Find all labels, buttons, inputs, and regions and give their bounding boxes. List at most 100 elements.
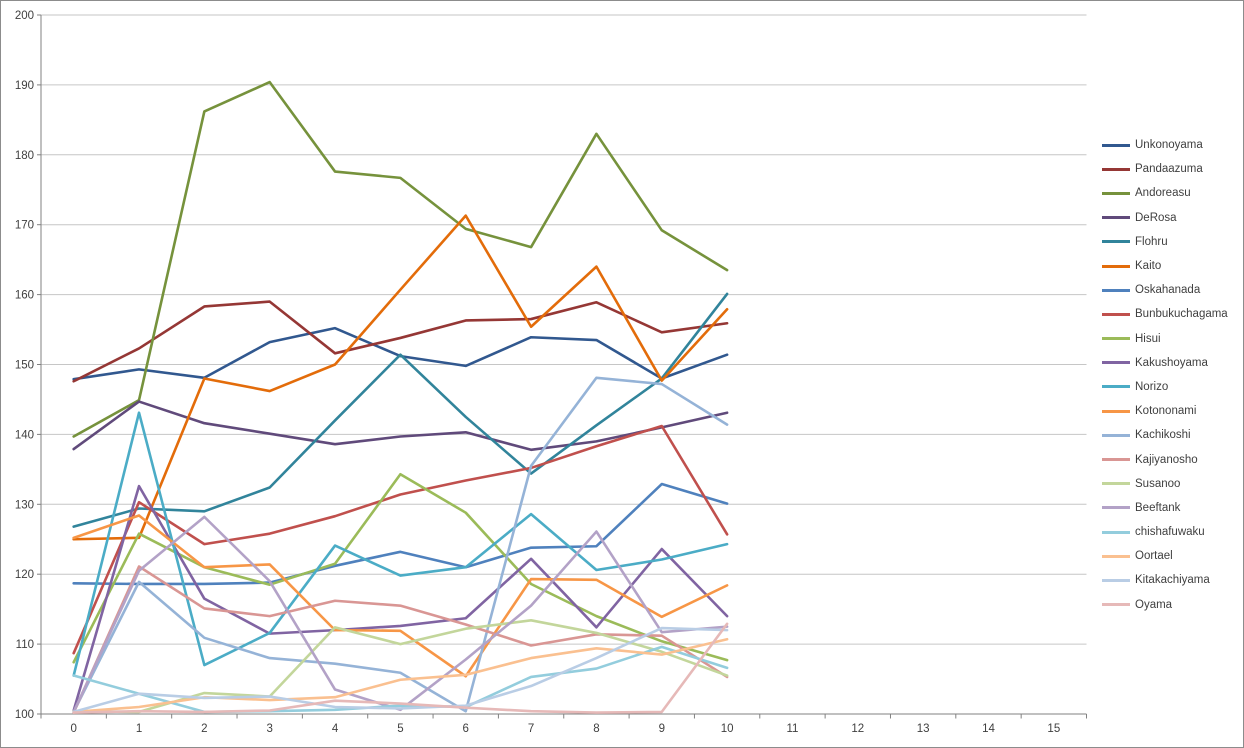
y-axis-label: 170 — [15, 220, 34, 232]
legend-label: Beeftank — [1135, 501, 1181, 514]
legend-label: Kajiyanosho — [1135, 453, 1198, 466]
legend-line-swatch — [1102, 506, 1130, 510]
x-axis-label: 6 — [463, 723, 469, 735]
legend-label: Kitakachiyama — [1135, 574, 1210, 587]
series-line-Oyama[interactable] — [72, 622, 729, 714]
legend-item-Kotononami[interactable]: Kotononami — [1102, 399, 1228, 423]
legend-label: Oyama — [1135, 598, 1173, 611]
y-axis-label: 200 — [15, 10, 34, 22]
legend-line-swatch — [1102, 530, 1130, 534]
x-axis-label: 13 — [917, 723, 930, 735]
legend-item-Unkonoyama[interactable]: Unkonoyama — [1102, 133, 1228, 157]
legend-label: Kotononami — [1135, 405, 1197, 418]
y-axis-label: 120 — [15, 569, 34, 581]
legend-line-swatch — [1102, 409, 1130, 413]
x-axis-label: 15 — [1047, 723, 1060, 735]
legend-line-swatch — [1102, 337, 1130, 341]
y-axis-label: 140 — [15, 429, 34, 441]
legend-item-Norizo[interactable]: Norizo — [1102, 375, 1228, 399]
legend-label: Kaito — [1135, 260, 1162, 273]
legend-item-Pandaazuma[interactable]: Pandaazuma — [1102, 157, 1228, 181]
legend-line-swatch — [1102, 458, 1130, 462]
y-axis-label: 190 — [15, 80, 34, 92]
y-axis-label: 150 — [15, 360, 34, 372]
legend-item-Kakushoyama[interactable]: Kakushoyama — [1102, 351, 1228, 375]
legend-label: Oskahanada — [1135, 284, 1201, 297]
series-line-chishafuwaku[interactable] — [72, 645, 729, 714]
series-line-Andoreasu[interactable] — [72, 80, 729, 438]
legend-label: Unkonoyama — [1135, 139, 1203, 152]
series-line-Kotononami[interactable] — [72, 514, 729, 678]
series-line-Pandaazuma[interactable] — [72, 300, 729, 383]
x-axis-label: 4 — [332, 723, 339, 735]
series-line-Kaito[interactable] — [72, 214, 729, 541]
legend-label: Kachikoshi — [1135, 429, 1191, 442]
series-line-Hisui[interactable] — [72, 472, 729, 664]
y-axis-label: 180 — [15, 150, 34, 162]
legend-item-Andoreasu[interactable]: Andoreasu — [1102, 181, 1228, 205]
x-axis-label: 5 — [397, 723, 403, 735]
x-axis-label: 7 — [528, 723, 534, 735]
legend-item-chishafuwaku[interactable]: chishafuwaku — [1102, 520, 1228, 544]
legend-item-Beeftank[interactable]: Beeftank — [1102, 496, 1228, 520]
x-axis-label: 12 — [851, 723, 864, 735]
legend-item-Kachikoshi[interactable]: Kachikoshi — [1102, 423, 1228, 447]
legend-item-Susanoo[interactable]: Susanoo — [1102, 472, 1228, 496]
legend-label: Pandaazuma — [1135, 163, 1203, 176]
y-axis-label: 100 — [15, 709, 34, 721]
y-axis-label: 110 — [16, 639, 34, 651]
legend-line-swatch — [1102, 385, 1130, 389]
legend-item-DeRosa[interactable]: DeRosa — [1102, 206, 1228, 230]
series-line-Bunbukuchagama[interactable] — [72, 424, 729, 655]
legend-label: chishafuwaku — [1135, 526, 1205, 539]
x-axis-label: 9 — [659, 723, 665, 735]
series-line-Kakushoyama[interactable] — [72, 484, 729, 712]
series-line-DeRosa[interactable] — [72, 400, 729, 452]
legend-item-Kitakachiyama[interactable]: Kitakachiyama — [1102, 568, 1228, 592]
legend-line-swatch — [1102, 216, 1130, 220]
x-axis-label: 3 — [267, 723, 273, 735]
series-line-Oortael[interactable] — [72, 637, 729, 714]
chart-legend: Unkonoyama Pandaazuma Andoreasu DeRosa Flohr… — [1102, 133, 1228, 617]
legend-item-Oortael[interactable]: Oortael — [1102, 544, 1228, 568]
legend-item-Oyama[interactable]: Oyama — [1102, 593, 1228, 617]
legend-line-swatch — [1102, 361, 1130, 365]
legend-line-swatch — [1102, 578, 1130, 582]
legend-item-Hisui[interactable]: Hisui — [1102, 327, 1228, 351]
x-axis-label: 2 — [201, 723, 207, 735]
legend-line-swatch — [1102, 554, 1130, 558]
legend-label: Kakushoyama — [1135, 356, 1208, 369]
legend-line-swatch — [1102, 288, 1130, 292]
legend-line-swatch — [1102, 433, 1130, 437]
legend-label: Susanoo — [1135, 477, 1181, 490]
legend-label: Flohru — [1135, 235, 1168, 248]
legend-line-swatch — [1102, 603, 1130, 607]
legend-line-swatch — [1102, 482, 1130, 486]
legend-line-swatch — [1102, 264, 1130, 268]
series-line-Kachikoshi[interactable] — [72, 376, 729, 714]
x-axis-label: 8 — [593, 723, 599, 735]
x-axis-label: 0 — [70, 723, 76, 735]
series-line-Kitakachiyama[interactable] — [72, 626, 729, 714]
legend-item-Flohru[interactable]: Flohru — [1102, 230, 1228, 254]
legend-label: DeRosa — [1135, 211, 1177, 224]
legend-item-Kajiyanosho[interactable]: Kajiyanosho — [1102, 447, 1228, 471]
series-line-Kajiyanosho[interactable] — [72, 565, 729, 714]
legend-line-swatch — [1102, 312, 1130, 316]
legend-item-Kaito[interactable]: Kaito — [1102, 254, 1228, 278]
legend-item-Bunbukuchagama[interactable]: Bunbukuchagama — [1102, 302, 1228, 326]
legend-label: Oortael — [1135, 550, 1173, 563]
legend-item-Oskahanada[interactable]: Oskahanada — [1102, 278, 1228, 302]
y-axis-label: 130 — [15, 499, 34, 511]
series-line-Beeftank[interactable] — [72, 515, 729, 714]
legend-label: Norizo — [1135, 380, 1169, 393]
x-axis-label: 14 — [982, 723, 995, 735]
series-line-Flohru[interactable] — [72, 292, 729, 528]
x-axis-label: 11 — [786, 723, 798, 735]
x-axis-label: 1 — [136, 723, 142, 735]
legend-label: Andoreasu — [1135, 187, 1191, 200]
legend-line-swatch — [1102, 143, 1130, 147]
x-axis-label: 10 — [721, 723, 734, 735]
